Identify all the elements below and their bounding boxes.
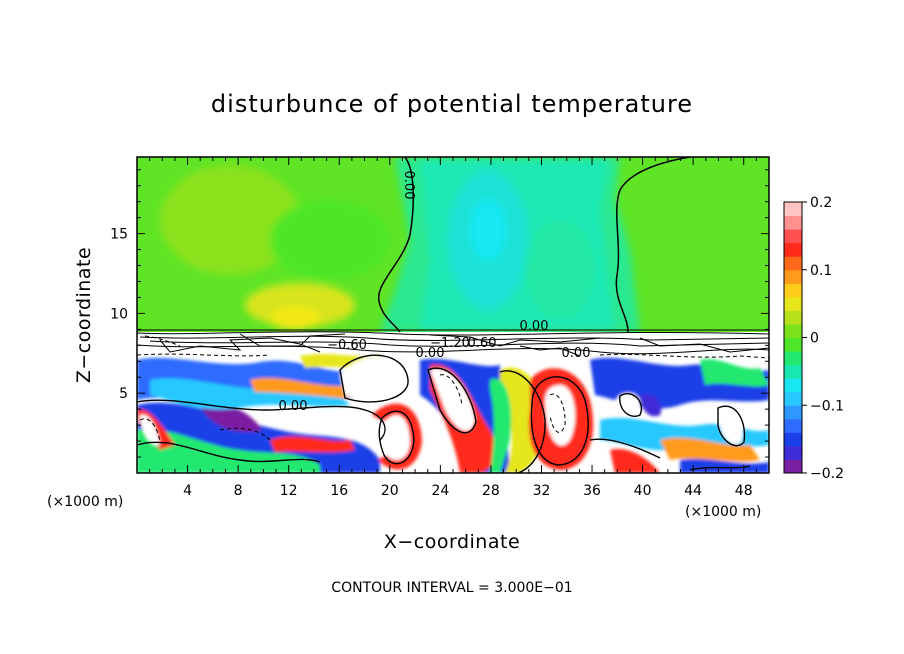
red-streak-1 [270,436,355,453]
x-unit-left: (×1000 m) [47,494,123,510]
contour-label-inversion-4: −0.60 [327,338,367,353]
x-tick-label: 20 [381,483,399,499]
green-band-center [490,378,512,473]
colorbar-swatch [784,432,802,447]
x-axis-label: X−coordinate [384,531,520,553]
y-tick-label: 15 [110,227,128,243]
cyan-core [470,200,506,260]
colorbar-swatch [784,242,802,257]
colorbar-swatch [784,364,802,379]
colorbar: 0.2 0.1 0 −0.1 −0.2 [783,195,844,482]
purple-core [200,402,262,432]
colorbar-swatch [784,256,802,271]
colorbar-tick-label: 0 [810,331,819,347]
blue-band-bottom-right [680,458,769,473]
x-tick-label: 44 [684,483,702,499]
white-core-3 [430,368,475,431]
green-streak-right [700,359,769,387]
red-ring-4 [528,368,594,470]
x-tick-label: 40 [634,483,652,499]
green-streak-1 [137,429,320,473]
colorbar-swatch [784,215,802,230]
colorbar-tick-label: 0.2 [810,195,832,211]
light-green-patch [160,165,300,275]
colorbar-swatch [784,296,802,311]
x-tick-label: 28 [482,483,500,499]
orange-streak-right [660,437,760,462]
white-core-1 [340,356,405,400]
colorbar-swatch [784,405,802,420]
x-axis: 4 8 12 16 20 24 28 32 36 40 44 48 [149,157,757,499]
colorbar-swatch [784,418,802,433]
x-tick-label: 16 [330,483,348,499]
contour-label-inversion-1: 0.00 [520,319,549,334]
white-core-6 [720,408,743,445]
contour-label-inversion-2: 0.00 [416,346,445,361]
teal-patch-right [525,220,595,320]
contour-label-inversion-5: −1.20 [430,336,470,351]
x-tick-label: 32 [533,483,551,499]
colorbar-swatch [784,202,802,217]
red-streak-right [610,449,660,473]
x-tick-label: 24 [431,483,449,499]
contour-label-upper: 0.00 [401,171,416,200]
x-tick-label: 4 [183,483,192,499]
x-tick-label: 12 [280,483,298,499]
orange-streak-1 [250,377,355,399]
green-patch-left [270,200,390,280]
contour-label-inversion-6: 0.60 [468,336,497,351]
colorbar-swatch [784,391,802,406]
contour-label-lower: 0.00 [279,399,308,414]
contour-interval-note: CONTOUR INTERVAL = 3.000E−01 [331,580,572,596]
colorbar-swatch [784,351,802,366]
heatmap-field: 0.00 0.00 0.00 0.00 −0.60 −1.20 0.60 0.0… [137,157,769,473]
inversion-contours [137,329,769,357]
inversion-dashed-contours [137,335,769,359]
colorbar-swatch [784,337,802,352]
positive-anomaly-core [270,306,320,330]
colorbar-swatch [784,269,802,284]
colorbar-swatch [784,283,802,298]
colorbar-swatch [784,229,802,244]
colorbar-swatch [784,378,802,393]
colorbar-tick-label: −0.1 [810,398,844,414]
colorbar-tick-label: −0.2 [810,466,844,482]
lower-dashed-contours [139,374,566,443]
colorbar-tick-label: 0.1 [810,263,832,279]
y-axis: 5 10 15 [110,169,769,458]
x-tick-label: 48 [735,483,753,499]
colorbar-swatch [784,323,802,338]
colorbar-swatch [784,310,802,325]
y-tick-label: 10 [110,306,128,322]
purple-core-right [640,394,662,417]
lower-contours [137,354,751,473]
white-core-2 [380,411,412,464]
colorbar-swatch [784,459,802,474]
white-core-left [140,414,160,446]
contour-line-1 [377,157,415,333]
chart-title: disturbunce of potential temperature [211,90,693,118]
colorbar-swatch [784,445,802,460]
contour-line-2 [615,157,691,333]
x-unit-right: (×1000 m) [685,504,761,520]
x-tick-label: 8 [234,483,243,499]
cyan-streak-1 [150,378,350,410]
y-axis-label: Z−coordinate [73,247,95,383]
contour-label-inversion-3: 0.00 [562,346,591,361]
x-tick-label: 36 [583,483,601,499]
y-tick-label: 5 [119,386,128,402]
